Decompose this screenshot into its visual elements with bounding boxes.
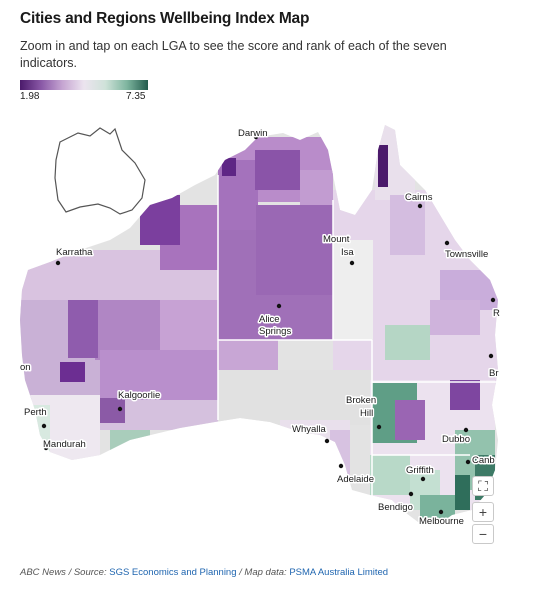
inset-locator-map <box>54 127 146 215</box>
australia-choropleth-map[interactable]: Darwin Cairns Karratha Mount Isa Townsvi… <box>0 110 556 560</box>
zoom-in-button[interactable]: + <box>472 502 494 522</box>
source-link[interactable]: SGS Economics and Planning <box>109 567 237 578</box>
map-data-prefix: / Map data: <box>236 567 290 578</box>
zoom-out-button[interactable]: − <box>472 524 494 544</box>
city-label-cairns: Cairns <box>405 192 433 203</box>
source-footer: ABC News / Source: SGS Economics and Pla… <box>20 567 388 578</box>
city-label-mandurah: Mandurah <box>43 439 86 450</box>
city-dot-rockhampton <box>490 297 496 303</box>
city-label-mount-isa: Mount <box>323 234 350 245</box>
city-label-broken-hill-line2: Hill <box>360 408 373 419</box>
city-markers: Darwin Cairns Karratha Mount Isa Townsvi… <box>19 127 502 529</box>
map-data-link[interactable]: PSMA Australia Limited <box>289 567 389 578</box>
legend-max-value: 7.35 <box>126 91 146 102</box>
city-label-karratha: Karratha <box>56 247 93 258</box>
color-legend: 1.98 7.35 <box>20 80 148 102</box>
city-label-canberra: Canb <box>472 455 495 466</box>
city-dot-mandurah <box>43 445 49 451</box>
source-prefix: ABC News / Source: <box>20 567 110 578</box>
city-dot-canberra <box>465 459 471 465</box>
city-label-darwin: Darwin <box>238 128 268 139</box>
city-label-geraldton: on <box>20 362 31 373</box>
city-label-bendigo: Bendigo <box>378 502 413 513</box>
city-label-alice-springs-line2: Springs <box>259 326 291 337</box>
city-dot-mount-isa <box>349 260 355 266</box>
city-dot-perth <box>41 423 47 429</box>
city-label-griffith: Griffith <box>406 465 434 476</box>
city-dot-melbourne <box>438 509 444 515</box>
city-label-brisbane: Br <box>489 368 499 379</box>
city-dot-griffith <box>420 476 426 482</box>
city-label-whyalla: Whyalla <box>292 424 327 435</box>
map-subtitle: Zoom in and tap on each LGA to see the s… <box>20 39 447 70</box>
map-title: Cities and Regions Wellbeing Index Map <box>20 10 310 27</box>
city-dot-dubbo <box>463 427 469 433</box>
city-label-broken-hill: Broken <box>346 395 376 406</box>
city-dot-whyalla <box>324 438 330 444</box>
city-label-dubbo: Dubbo <box>442 434 470 445</box>
city-dot-kalgoorlie <box>117 406 123 412</box>
city-dot-broken-hill <box>376 424 382 430</box>
legend-gradient-bar <box>20 80 148 90</box>
city-dot-townsville <box>444 240 450 246</box>
city-dot-darwin <box>253 134 259 140</box>
fullscreen-button[interactable]: ⛶ <box>472 476 494 496</box>
city-label-melbourne: Melbourne <box>419 516 464 527</box>
city-label-rockhampton: R <box>493 308 500 319</box>
city-dot-brisbane <box>488 353 494 359</box>
city-label-mount-isa-line2: Isa <box>341 247 354 258</box>
city-label-kalgoorlie: Kalgoorlie <box>118 390 160 401</box>
city-dot-karratha <box>55 260 61 266</box>
city-label-townsville: Townsville <box>445 249 488 260</box>
city-label-perth: Perth <box>24 407 47 418</box>
state-borders <box>217 175 498 500</box>
city-label-adelaide: Adelaide <box>337 474 374 485</box>
legend-min-value: 1.98 <box>20 91 40 102</box>
city-dot-bendigo <box>408 491 414 497</box>
city-dot-alice-springs <box>276 303 282 309</box>
city-dot-cairns <box>417 203 423 209</box>
city-label-alice-springs: Alice <box>259 314 280 325</box>
city-dot-adelaide <box>338 463 344 469</box>
